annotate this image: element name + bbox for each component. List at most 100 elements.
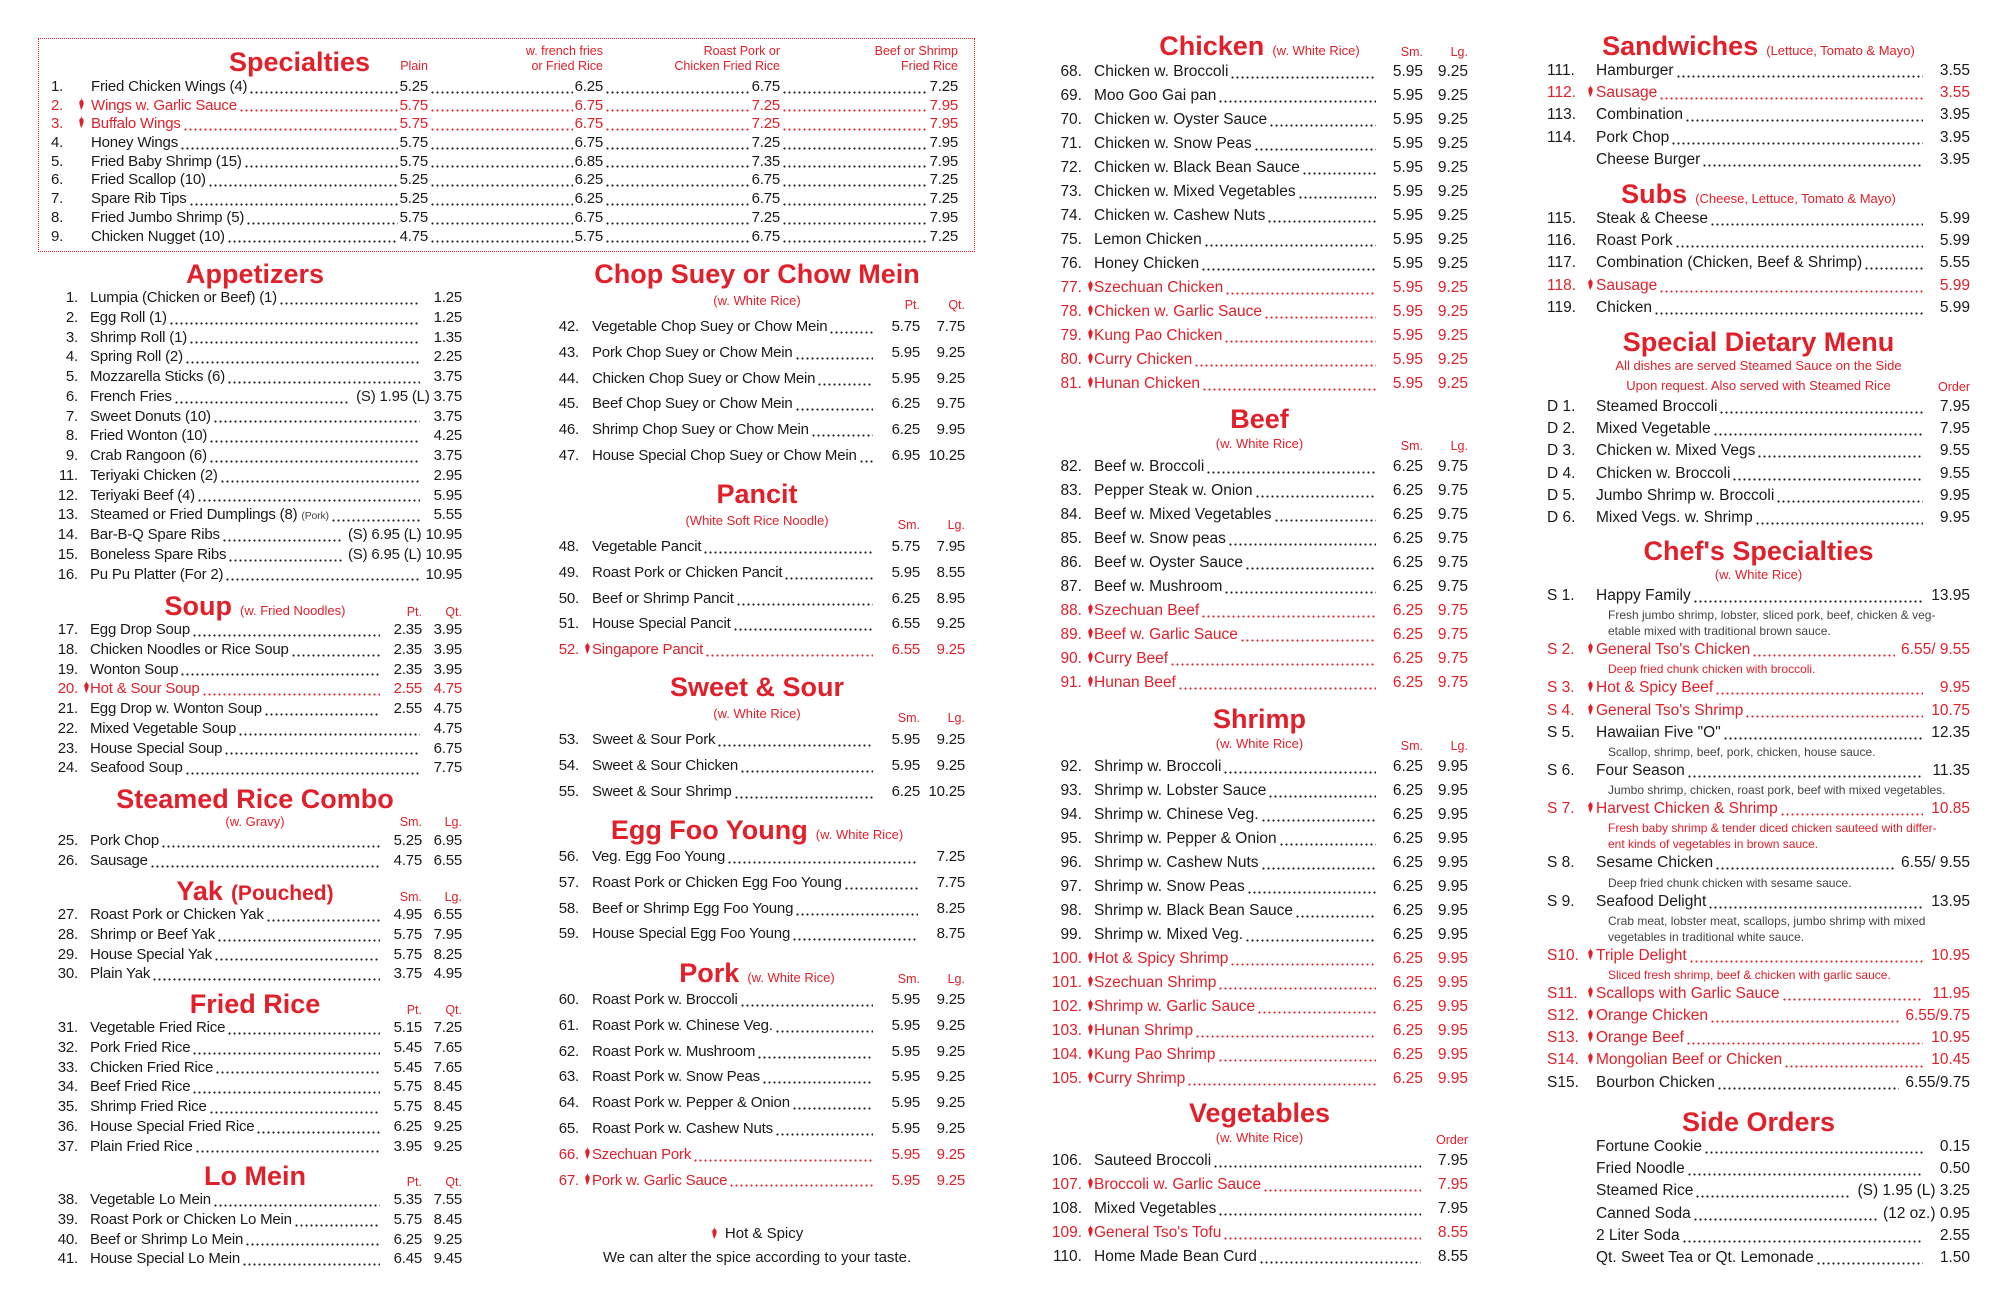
section-header: Yak (Pouched) Sm. Lg. <box>48 877 462 905</box>
dot-leader <box>278 301 420 305</box>
item-number: 36. <box>57 1117 78 1135</box>
item-price: 9.75 <box>1437 482 1468 499</box>
menu-item: 37. Plain Fried Rice 3.95 9.25 <box>48 1137 462 1157</box>
dot-leader <box>1194 364 1376 367</box>
section-note-row: (w. White Rice) <box>1547 565 1970 585</box>
item-price: (S) 6.95 <box>347 526 400 543</box>
item-price: 9.25 <box>1437 111 1468 128</box>
dot-leader <box>180 146 398 150</box>
menu-item: 6. French Fries (S) 1.95 (L) 3.75 <box>48 387 462 407</box>
item-name: Chicken w. Mixed Vegs <box>1596 442 1756 460</box>
item-price: 7.25 <box>751 134 781 152</box>
section-special-dietary: Special Dietary Menu All dishes are serve… <box>1547 328 1970 529</box>
item-number: S12. <box>1547 1005 1596 1027</box>
item-price: 6.55/ 9.55 <box>1901 854 1970 872</box>
item-price: 1.25 <box>433 308 463 326</box>
item-number: 88. <box>1051 599 1093 623</box>
item-price: 5.95 <box>891 1042 921 1060</box>
item-name: Mozzarella Sticks (6) <box>90 368 225 385</box>
section-note-row: All dishes are served Steamed Sauce on t… <box>1547 356 1970 376</box>
section-title: Sandwiches <box>1602 31 1759 61</box>
item-number: 21. <box>57 700 78 717</box>
section-note-row: (White Soft Rice Noodle) Sm. Lg. <box>549 508 965 534</box>
item-price: 5.95 <box>891 991 921 1008</box>
item-description: etable mixed with traditional brown sauc… <box>1608 624 1831 639</box>
item-number: 60. <box>558 991 579 1008</box>
dot-leader <box>212 1203 380 1207</box>
item-name: Roast Pork or Chicken Yak <box>90 906 264 923</box>
dot-leader <box>196 499 420 503</box>
item-price: 2.55 <box>393 700 423 717</box>
item-description: Deep fried chunk chicken with sesame sau… <box>1608 875 1852 890</box>
dot-leader <box>1269 124 1376 127</box>
section-title: Vegetables <box>1188 1098 1331 1128</box>
menu-item: 28. Shrimp or Beef Yak 5.75 7.95 <box>48 925 462 945</box>
item-price: 9.95 <box>1437 758 1468 775</box>
section-header: Vegetables <box>1051 1099 1468 1127</box>
item-price: 3.95 <box>1939 106 1970 124</box>
item-name: Mixed Vegetables <box>1094 1200 1217 1217</box>
item-number: 56. <box>558 848 579 865</box>
menu-item: 25. Pork Chop 5.25 6.95 <box>48 831 462 851</box>
menu-item: 27. Roast Pork or Chicken Yak 4.95 6.55 <box>48 905 462 925</box>
dot-leader <box>1692 1217 1877 1221</box>
section-note: (Lettuce, Tomato & Mayo) <box>1766 43 1915 58</box>
dot-leader <box>761 1081 873 1085</box>
menu-item: 41. House Special Lo Mein 6.45 9.45 <box>48 1249 462 1269</box>
chili-pepper-icon <box>1087 1067 1094 1091</box>
dot-leader <box>1675 75 1923 79</box>
dot-leader <box>192 1091 380 1095</box>
item-price: 5.95 <box>1392 231 1423 248</box>
item-price: 5.95 <box>891 1068 921 1086</box>
item-price: 5.95 <box>1392 63 1423 80</box>
chili-pepper-icon <box>1087 276 1094 300</box>
item-price: 10.85 <box>1931 800 1970 818</box>
dot-leader <box>238 109 398 113</box>
dot-leader <box>192 1051 380 1055</box>
dot-leader <box>1246 891 1376 894</box>
item-price: 5.99 <box>1939 232 1970 250</box>
menu-item: D 5. Jumbo Shrimp w. Broccoli 9.95 <box>1547 485 1970 507</box>
item-number: 109. <box>1051 1221 1093 1245</box>
section-title: Egg Foo Young <box>610 815 808 845</box>
section-note: (w. White Rice) <box>1215 736 1304 751</box>
item-price: 5.75 <box>393 1098 423 1115</box>
dot-leader <box>1716 1086 1900 1090</box>
item-price: 5.75 <box>399 96 429 114</box>
item-price: 9.95 <box>1437 1046 1468 1063</box>
price-column-label: Sm. <box>399 815 422 829</box>
item-price: 5.95 <box>1392 207 1423 224</box>
dot-leader <box>1217 1059 1376 1062</box>
dot-leader <box>184 361 420 365</box>
section-note-row: (w. White Rice) Order <box>1051 1127 1468 1149</box>
item-price: 3.75 <box>393 965 423 983</box>
item-name: Curry Chicken <box>1094 351 1193 368</box>
dot-leader <box>1745 714 1923 718</box>
item-price: 6.25 <box>1392 602 1423 619</box>
price-column-label: Lg. <box>1450 45 1468 59</box>
item-number: 96. <box>1060 854 1082 871</box>
dot-leader <box>189 341 420 345</box>
item-name: Steamed or Fried Dumplings (8) <box>90 506 298 524</box>
menu-item: 101. Szechuan Shrimp 6.25 9.95 <box>1051 971 1468 995</box>
item-price: 7.25 <box>751 115 781 133</box>
chili-pepper-icon <box>1587 275 1594 297</box>
item-price: 7.25 <box>936 848 966 865</box>
item-name: Hunan Shrimp <box>1094 1022 1194 1039</box>
item-name: Roast Pork w. Mushroom <box>592 1042 756 1060</box>
item-name: Roast Pork or Chicken Lo Mein <box>90 1210 292 1228</box>
section-chop-suey: Chop Suey or Chow Mein (w. White Rice) Pt.… <box>549 260 965 469</box>
item-description: Fresh baby shrimp & tender diced chicken… <box>1608 821 1937 836</box>
item-price: 7.95 <box>433 925 463 943</box>
menu-item: 61. Roast Pork w. Chinese Veg. 5.95 9.25 <box>549 1013 965 1039</box>
menu-item: 35. Shrimp Fried Rice 5.75 8.45 <box>48 1097 462 1117</box>
item-name: Lumpia (Chicken or Beef) (1) <box>90 289 277 306</box>
menu-item: 15. Boneless Spare Ribs (S) 6.95 (L) 10.95 <box>48 545 462 565</box>
dot-leader <box>227 380 420 384</box>
item-number: 5. <box>65 368 78 385</box>
item-price: 5.95 <box>1392 255 1423 272</box>
item-number: 107. <box>1051 1173 1093 1197</box>
menu-item: 56. Veg. Egg Foo Young 7.25 <box>549 844 965 870</box>
item-price: 7.95 <box>929 134 959 152</box>
menu-item: 9. Chicken Nugget (10) 4.75 5.75 6.75 7.25 <box>51 228 958 247</box>
